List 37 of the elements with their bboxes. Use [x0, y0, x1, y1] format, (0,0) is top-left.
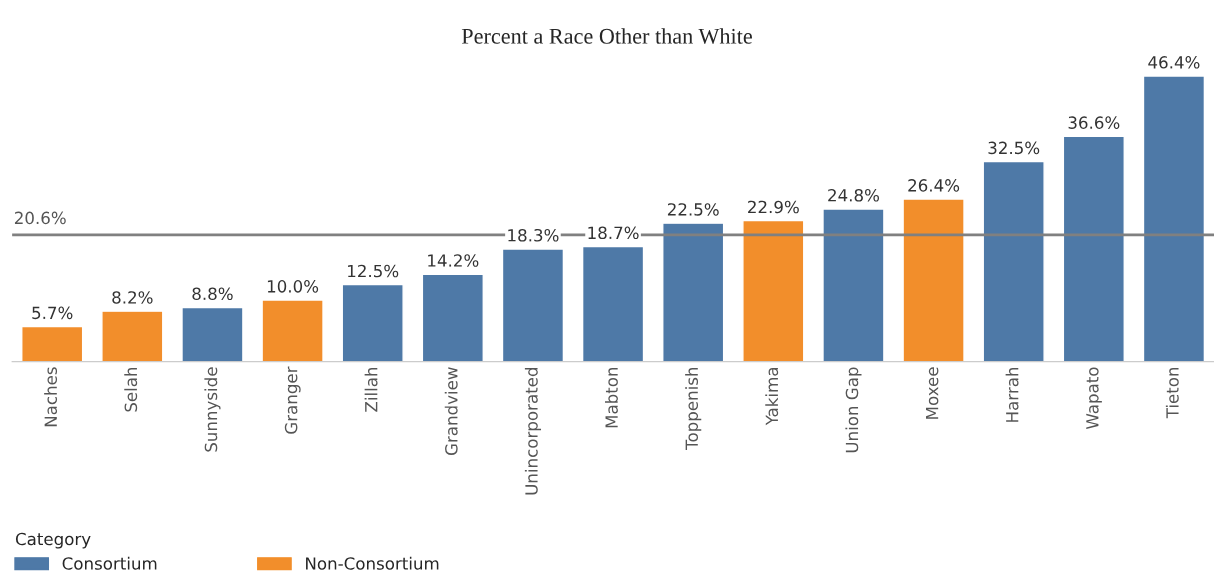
data-label: 8.8% — [192, 287, 233, 301]
x-tick-label: Unincorporated — [524, 368, 542, 495]
bar — [501, 248, 565, 362]
bar — [581, 245, 645, 362]
x-tick-label: Naches — [44, 367, 58, 427]
x-tick-label: Tieton — [1165, 367, 1179, 419]
x-tick-label: Union Gap — [845, 367, 862, 453]
x-tick-label: Selah — [124, 367, 138, 412]
legend-label: Consortium — [62, 556, 157, 570]
data-label: 5.7% — [32, 306, 73, 320]
chart-title: Percent a Race Other than White — [461, 28, 752, 44]
x-tick-label: Zillah — [364, 367, 378, 412]
x-tick-label: Sunnyside — [204, 367, 221, 452]
data-label: 14.2% — [428, 254, 479, 267]
data-label: 24.8% — [828, 188, 879, 202]
data-label: 36.6% — [1068, 116, 1120, 129]
legend-title: Category — [15, 532, 91, 549]
data-label: 18.7% — [588, 226, 639, 240]
x-tick-label: Moxee — [926, 367, 939, 419]
data-label: 32.5% — [988, 141, 1040, 155]
x-tick-label: Yakima — [765, 367, 779, 426]
legend-label: Non-Consortium — [306, 556, 439, 570]
ref-line-label: 20.6% — [14, 211, 66, 225]
x-tick-label: Toppenish — [685, 367, 702, 450]
data-label: 12.5% — [348, 264, 399, 278]
data-label: 22.5% — [667, 203, 719, 216]
data-label: 46.4% — [1148, 56, 1200, 69]
data-label: 26.4% — [908, 179, 960, 192]
data-label: 22.9% — [748, 200, 799, 214]
x-tick-label: Harrah — [1005, 367, 1019, 422]
data-label: 18.3% — [508, 228, 559, 242]
x-tick-label: Grandview — [444, 367, 458, 456]
x-tick-label: Granger — [284, 366, 301, 434]
data-label: 8.2% — [112, 291, 153, 304]
data-label: 10.0% — [267, 280, 319, 293]
x-tick-label: Wapato — [1086, 367, 1102, 430]
x-tick-label: Mabton — [605, 367, 618, 428]
